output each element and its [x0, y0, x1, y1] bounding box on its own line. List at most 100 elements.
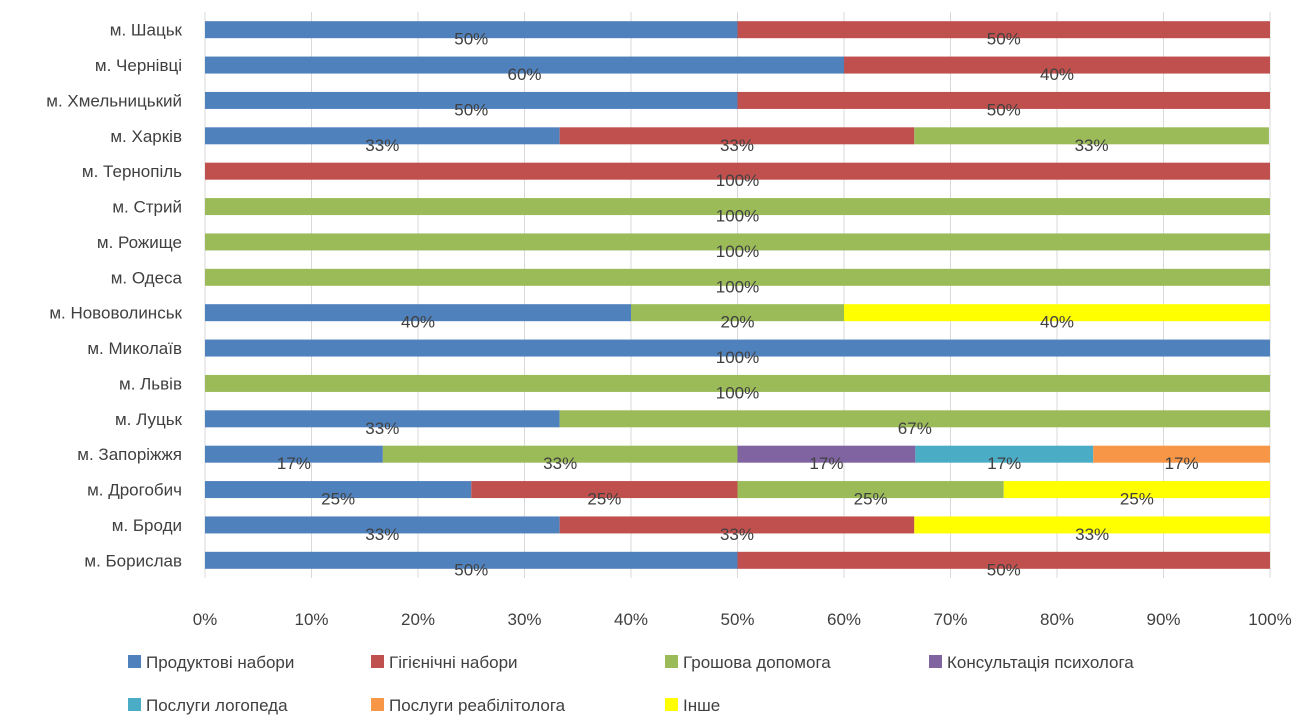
- data-labels: 50% 50% 60% 40% 50% 50% 33% 33% 33% 100% 100% 100% 1…: [277, 30, 1199, 580]
- data-label: 100%: [716, 383, 759, 402]
- bar-segment: [471, 481, 738, 499]
- x-tick-label: 70%: [933, 610, 967, 629]
- category-label: м. Львів: [119, 374, 182, 393]
- bar-segment: [205, 304, 631, 322]
- data-label: 17%: [809, 454, 843, 473]
- bar-segment: [205, 410, 560, 428]
- x-tick-label: 10%: [294, 610, 328, 629]
- data-label: 33%: [720, 525, 754, 544]
- bar-segment: [205, 481, 472, 499]
- category-label: м. Миколаїв: [87, 339, 182, 358]
- legend-swatch: [371, 698, 384, 711]
- bar-segment: [914, 127, 1269, 145]
- category-label: м. Борислав: [84, 551, 182, 570]
- data-label: 33%: [1075, 136, 1109, 155]
- bar-segment: [205, 374, 1270, 392]
- bar-segment: [205, 445, 383, 463]
- data-label: 17%: [1165, 454, 1199, 473]
- category-label: м. Луцьк: [115, 410, 183, 429]
- data-label: 100%: [716, 277, 759, 296]
- category-label: м. Хмельницький: [46, 91, 182, 110]
- category-label: м. Стрий: [112, 198, 182, 217]
- data-label: 25%: [321, 490, 355, 509]
- data-label: 25%: [1120, 490, 1154, 509]
- bars: [205, 21, 1270, 569]
- data-label: 40%: [401, 313, 435, 332]
- data-label: 40%: [1040, 313, 1074, 332]
- category-axis: м. Шацьк м. Чернівці м. Хмельницький м. Хар…: [46, 21, 182, 571]
- legend-swatch: [665, 698, 678, 711]
- bar-segment: [205, 91, 738, 109]
- bar-segment: [559, 410, 1270, 428]
- x-tick-label: 0%: [193, 610, 218, 629]
- bar-segment: [205, 127, 560, 145]
- data-label: 33%: [543, 454, 577, 473]
- data-label: 17%: [987, 454, 1021, 473]
- bar-segment: [737, 481, 1004, 499]
- legend-swatch: [371, 655, 384, 668]
- data-label: 67%: [898, 419, 932, 438]
- data-label: 33%: [365, 525, 399, 544]
- x-tick-label: 20%: [401, 610, 435, 629]
- category-label: м. Рожище: [97, 233, 182, 252]
- bar-segment: [737, 21, 1270, 39]
- x-tick-label: 30%: [507, 610, 541, 629]
- category-label: м. Чернівці: [95, 56, 182, 75]
- legend-label: Грошова допомога: [683, 653, 831, 672]
- x-tick-label: 50%: [720, 610, 754, 629]
- x-tick-label: 40%: [614, 610, 648, 629]
- category-label: м. Харків: [110, 127, 182, 146]
- data-label: 50%: [454, 100, 488, 119]
- bar-segment: [737, 91, 1270, 109]
- bar-segment: [844, 56, 1270, 74]
- bar-segment: [205, 268, 1270, 286]
- bar-segment: [737, 445, 916, 463]
- x-tick-label: 90%: [1146, 610, 1180, 629]
- data-label: 33%: [365, 136, 399, 155]
- bar-segment: [382, 445, 738, 463]
- data-label: 100%: [716, 242, 759, 261]
- data-label: 20%: [720, 313, 754, 332]
- data-label: 100%: [716, 207, 759, 226]
- bar-segment: [915, 445, 1094, 463]
- bar-segment: [205, 516, 560, 534]
- bar-segment: [737, 551, 1270, 569]
- data-label: 50%: [987, 100, 1021, 119]
- legend-swatch: [665, 655, 678, 668]
- legend-label: Консультація психолога: [947, 653, 1134, 672]
- legend-label: Послуги логопеда: [146, 696, 288, 715]
- category-label: м. Тернопіль: [82, 162, 182, 181]
- data-label: 60%: [507, 65, 541, 84]
- bar-segment: [559, 516, 915, 534]
- data-label: 40%: [1040, 65, 1074, 84]
- bar-segment: [205, 56, 844, 74]
- x-tick-label: 60%: [827, 610, 861, 629]
- data-label: 25%: [587, 490, 621, 509]
- data-label: 33%: [1075, 525, 1109, 544]
- legend-swatch: [128, 698, 141, 711]
- bar-segment: [205, 233, 1270, 251]
- legend-label: Послуги реабілітолога: [389, 696, 566, 715]
- category-label: м. Броди: [112, 516, 182, 535]
- data-label: 17%: [277, 454, 311, 473]
- legend-label: Продуктові набори: [146, 653, 294, 672]
- legend-swatch: [929, 655, 942, 668]
- x-tick-label: 100%: [1248, 610, 1291, 629]
- data-label: 33%: [720, 136, 754, 155]
- data-label: 50%: [987, 30, 1021, 49]
- bar-segment: [1093, 445, 1270, 463]
- data-label: 25%: [854, 490, 888, 509]
- legend-label: Інше: [683, 696, 720, 715]
- data-label: 100%: [716, 348, 759, 367]
- value-axis: 0% 10% 20% 30% 40% 50% 60% 70% 80% 90% 100%: [193, 610, 1292, 629]
- bar-segment: [559, 127, 915, 145]
- legend: Продуктові набори Гігієнічні набори Грошов…: [128, 653, 1134, 715]
- bar-segment: [205, 21, 738, 39]
- data-label: 50%: [454, 30, 488, 49]
- category-label: м. Запоріжжя: [77, 445, 182, 464]
- bar-segment: [205, 198, 1270, 216]
- legend-swatch: [128, 655, 141, 668]
- bar-segment: [205, 162, 1270, 180]
